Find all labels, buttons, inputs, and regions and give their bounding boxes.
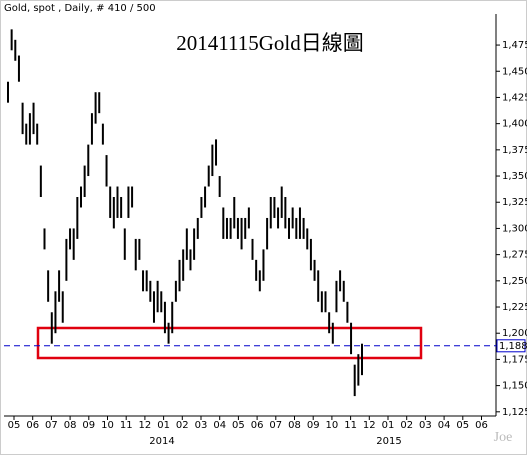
y-tick-label: 1,250	[502, 276, 527, 287]
x-tick-label: 11	[344, 420, 357, 431]
y-tick-label: 1,125	[502, 407, 527, 418]
y-tick-label: 1,350	[502, 171, 527, 182]
y-tick-label: 1,150	[502, 381, 527, 392]
y-tick-label: 1,425	[502, 92, 527, 103]
x-tick-label: 04	[438, 420, 451, 431]
chart-title: 20141115Gold日線圖	[176, 31, 363, 55]
y-tick-label: 1,375	[502, 145, 527, 156]
x-tick-label: 02	[176, 420, 189, 431]
x-tick-label: 10	[326, 420, 339, 431]
chart-header: Gold, spot , Daily, # 410 / 500	[4, 3, 156, 14]
x-tick-label: 05	[8, 420, 21, 431]
reference-label: 1,188	[499, 341, 527, 352]
x-tick-label: 12	[363, 420, 376, 431]
y-tick-label: 1,225	[502, 302, 527, 313]
year-label: 2014	[149, 436, 174, 447]
x-tick-label: 08	[64, 420, 77, 431]
x-tick-label: 06	[26, 420, 39, 431]
x-tick-label: 06	[475, 420, 488, 431]
y-tick-label: 1,200	[502, 328, 527, 339]
highlight-box	[36, 326, 423, 360]
watermark: Joe	[494, 430, 513, 445]
x-tick-label: 05	[456, 420, 469, 431]
x-tick-label: 11	[120, 420, 133, 431]
y-tick-label: 1,300	[502, 223, 527, 234]
x-tick-label: 10	[101, 420, 114, 431]
x-tick-label: 08	[288, 420, 301, 431]
x-tick-label: 03	[195, 420, 208, 431]
x-tick-label: 09	[307, 420, 320, 431]
y-tick-label: 1,275	[502, 250, 527, 261]
year-label: 2015	[376, 436, 401, 447]
x-tick-label: 07	[269, 420, 282, 431]
y-tick-label: 1,400	[502, 119, 527, 130]
y-tick-label: 1,325	[502, 197, 527, 208]
x-tick-label: 04	[213, 420, 226, 431]
reference-label-box	[496, 339, 526, 353]
x-tick-label: 01	[157, 420, 170, 431]
x-tick-label: 05	[232, 420, 245, 431]
x-tick-label: 01	[382, 420, 395, 431]
x-tick-label: 06	[251, 420, 264, 431]
x-tick-label: 07	[45, 420, 58, 431]
y-tick-label: 1,175	[502, 354, 527, 365]
y-tick-label: 1,450	[502, 66, 527, 77]
x-tick-label: 12	[139, 420, 152, 431]
y-tick-label: 1,475	[502, 40, 527, 51]
x-tick-label: 09	[82, 420, 95, 431]
x-tick-label: 03	[419, 420, 432, 431]
x-tick-label: 02	[400, 420, 413, 431]
